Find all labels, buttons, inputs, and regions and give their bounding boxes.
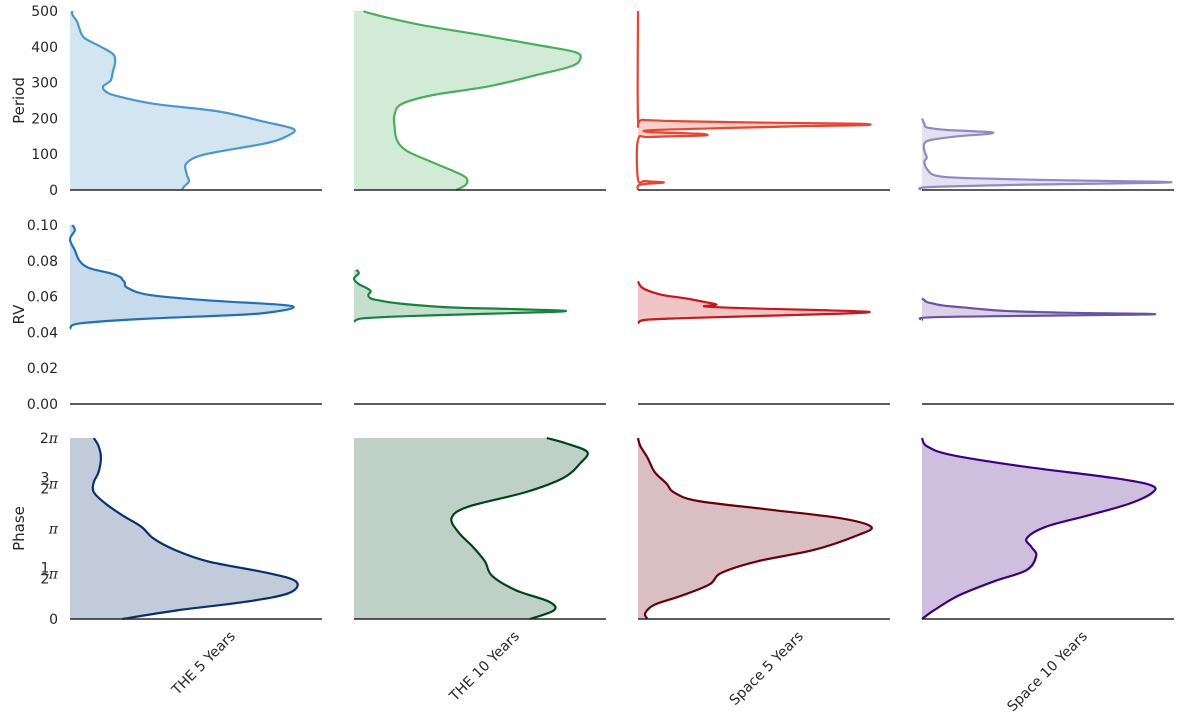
kde-line	[635, 10, 872, 191]
kde-panel-1-1	[70, 10, 322, 191]
kde-line	[920, 437, 1157, 620]
kde-panel-1-3	[635, 10, 890, 191]
y-tick-label: 0	[49, 612, 58, 628]
y-tick-label: 100	[31, 147, 58, 163]
y-tick-label: 0	[49, 183, 58, 199]
kde-panel-3-3	[636, 437, 890, 620]
kde-line	[68, 224, 295, 330]
y-tick-label: 500	[31, 4, 58, 20]
y-tick-label: 0.08	[27, 254, 58, 270]
kde-line	[918, 297, 1157, 321]
x-category-label: THE 5 Years	[168, 629, 238, 699]
svg-text:2: 2	[41, 572, 50, 588]
kde-area	[638, 438, 872, 619]
y-tick-label: 2π	[40, 431, 59, 447]
kde-area	[354, 269, 566, 322]
kde-panel-2-1	[68, 224, 322, 405]
kde-panel-2-4	[918, 297, 1174, 405]
kde-area	[636, 11, 871, 190]
y-tick-label: π32	[41, 470, 59, 497]
y-tick-label: 0.02	[27, 361, 58, 377]
kde-area	[354, 11, 581, 190]
y-tick-label: π12	[41, 561, 59, 588]
kde-panel-1-4	[918, 117, 1174, 192]
kde-line	[450, 436, 589, 621]
y-tick-label: 0.00	[27, 397, 58, 413]
x-category-label: Space 10 Years	[1004, 629, 1090, 715]
kde-panel-1-2	[354, 9, 606, 191]
kde-area	[638, 281, 870, 324]
kde-panel-3-4	[920, 437, 1174, 620]
y-tick-label: 0.06	[27, 290, 58, 306]
svg-text:1: 1	[41, 561, 50, 577]
svg-text:π: π	[48, 521, 59, 537]
y-tick-label: 300	[31, 76, 58, 92]
y-axis-label-rv: RV	[10, 304, 28, 325]
y-tick-label: π	[48, 521, 59, 537]
x-category-label: THE 10 Years	[446, 629, 523, 706]
y-axis-label-phase: Phase	[10, 506, 28, 551]
kde-line	[637, 280, 871, 325]
y-tick-label: 200	[31, 111, 58, 127]
y-tick-labels-rv: 0.00 0.02 0.04 0.06 0.08 0.10	[27, 218, 58, 413]
y-tick-label: 0.10	[27, 218, 58, 234]
y-tick-labels-period: 0 100 200 300 400 500	[31, 4, 58, 199]
svg-text:π: π	[48, 476, 59, 492]
kde-area	[354, 438, 588, 619]
kde-panel-2-3	[637, 280, 890, 405]
kde-line	[918, 117, 1173, 192]
kde-line	[363, 9, 582, 191]
kde-line	[352, 269, 567, 323]
kde-area	[70, 11, 295, 190]
svg-text:π: π	[48, 567, 59, 583]
y-tick-label: 0.04	[27, 325, 58, 341]
kde-line	[70, 10, 296, 191]
y-axis-label-period: Period	[10, 77, 28, 124]
kde-panel-2-2	[352, 269, 606, 405]
kde-area	[922, 438, 1156, 619]
kde-line	[636, 437, 873, 620]
y-tick-label: 400	[31, 40, 58, 56]
svg-text:2π: 2π	[40, 431, 59, 447]
kde-area	[70, 438, 298, 619]
kde-panel-3-2	[354, 436, 606, 621]
svg-text:3: 3	[41, 470, 50, 486]
kde-line	[91, 437, 299, 621]
kde-panel-3-1	[70, 437, 322, 621]
x-category-label: Space 5 Years	[727, 629, 807, 709]
svg-text:2: 2	[41, 481, 50, 497]
